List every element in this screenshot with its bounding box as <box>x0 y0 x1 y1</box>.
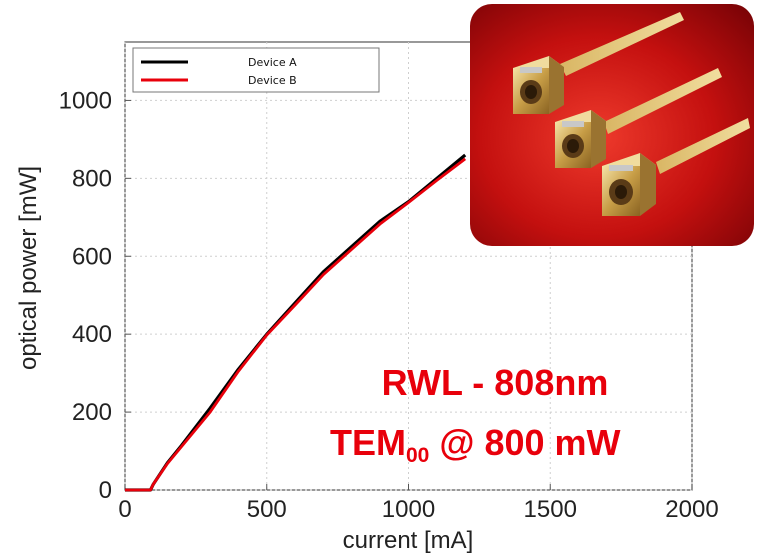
x-tick-label: 1500 <box>524 496 577 523</box>
inset-photo <box>470 4 754 246</box>
annotation-mode-rest: @ 800 mW <box>429 422 620 463</box>
y-axis-title: optical power [mW] <box>15 166 42 370</box>
laser-package-icon <box>513 12 684 114</box>
legend: Device A Device B <box>132 47 380 93</box>
x-tick-label: 1000 <box>382 496 435 523</box>
y-tick-label: 1000 <box>59 87 112 114</box>
x-tick-label: 0 <box>118 496 131 523</box>
axis-ticks: 0 500 1000 1500 2000 0 200 400 600 800 1000 <box>59 87 719 523</box>
y-tick-label: 400 <box>72 321 112 348</box>
legend-label-device-a: Device A <box>248 56 297 69</box>
series-line-device-b <box>125 157 467 492</box>
y-tick-label: 600 <box>72 243 112 270</box>
annotation-mode-main: TEM <box>330 422 406 463</box>
annotation-wavelength: RWL - 808nm <box>382 362 609 403</box>
legend-box <box>132 47 380 93</box>
legend-label-device-b: Device B <box>248 74 297 87</box>
annotation-mode-subscript: 00 <box>406 444 429 467</box>
series-layer <box>125 153 467 492</box>
laser-package-icon <box>555 68 722 168</box>
y-tick-label: 200 <box>72 399 112 426</box>
x-tick-label: 2000 <box>665 496 718 523</box>
y-tick-label: 800 <box>72 165 112 192</box>
annotation-mode-power: TEM00 @ 800 mW <box>330 422 621 467</box>
y-tick-label: 0 <box>99 477 112 504</box>
laser-package-icon <box>602 118 750 216</box>
x-tick-label: 500 <box>247 496 287 523</box>
x-axis-title: current [mA] <box>343 527 474 554</box>
